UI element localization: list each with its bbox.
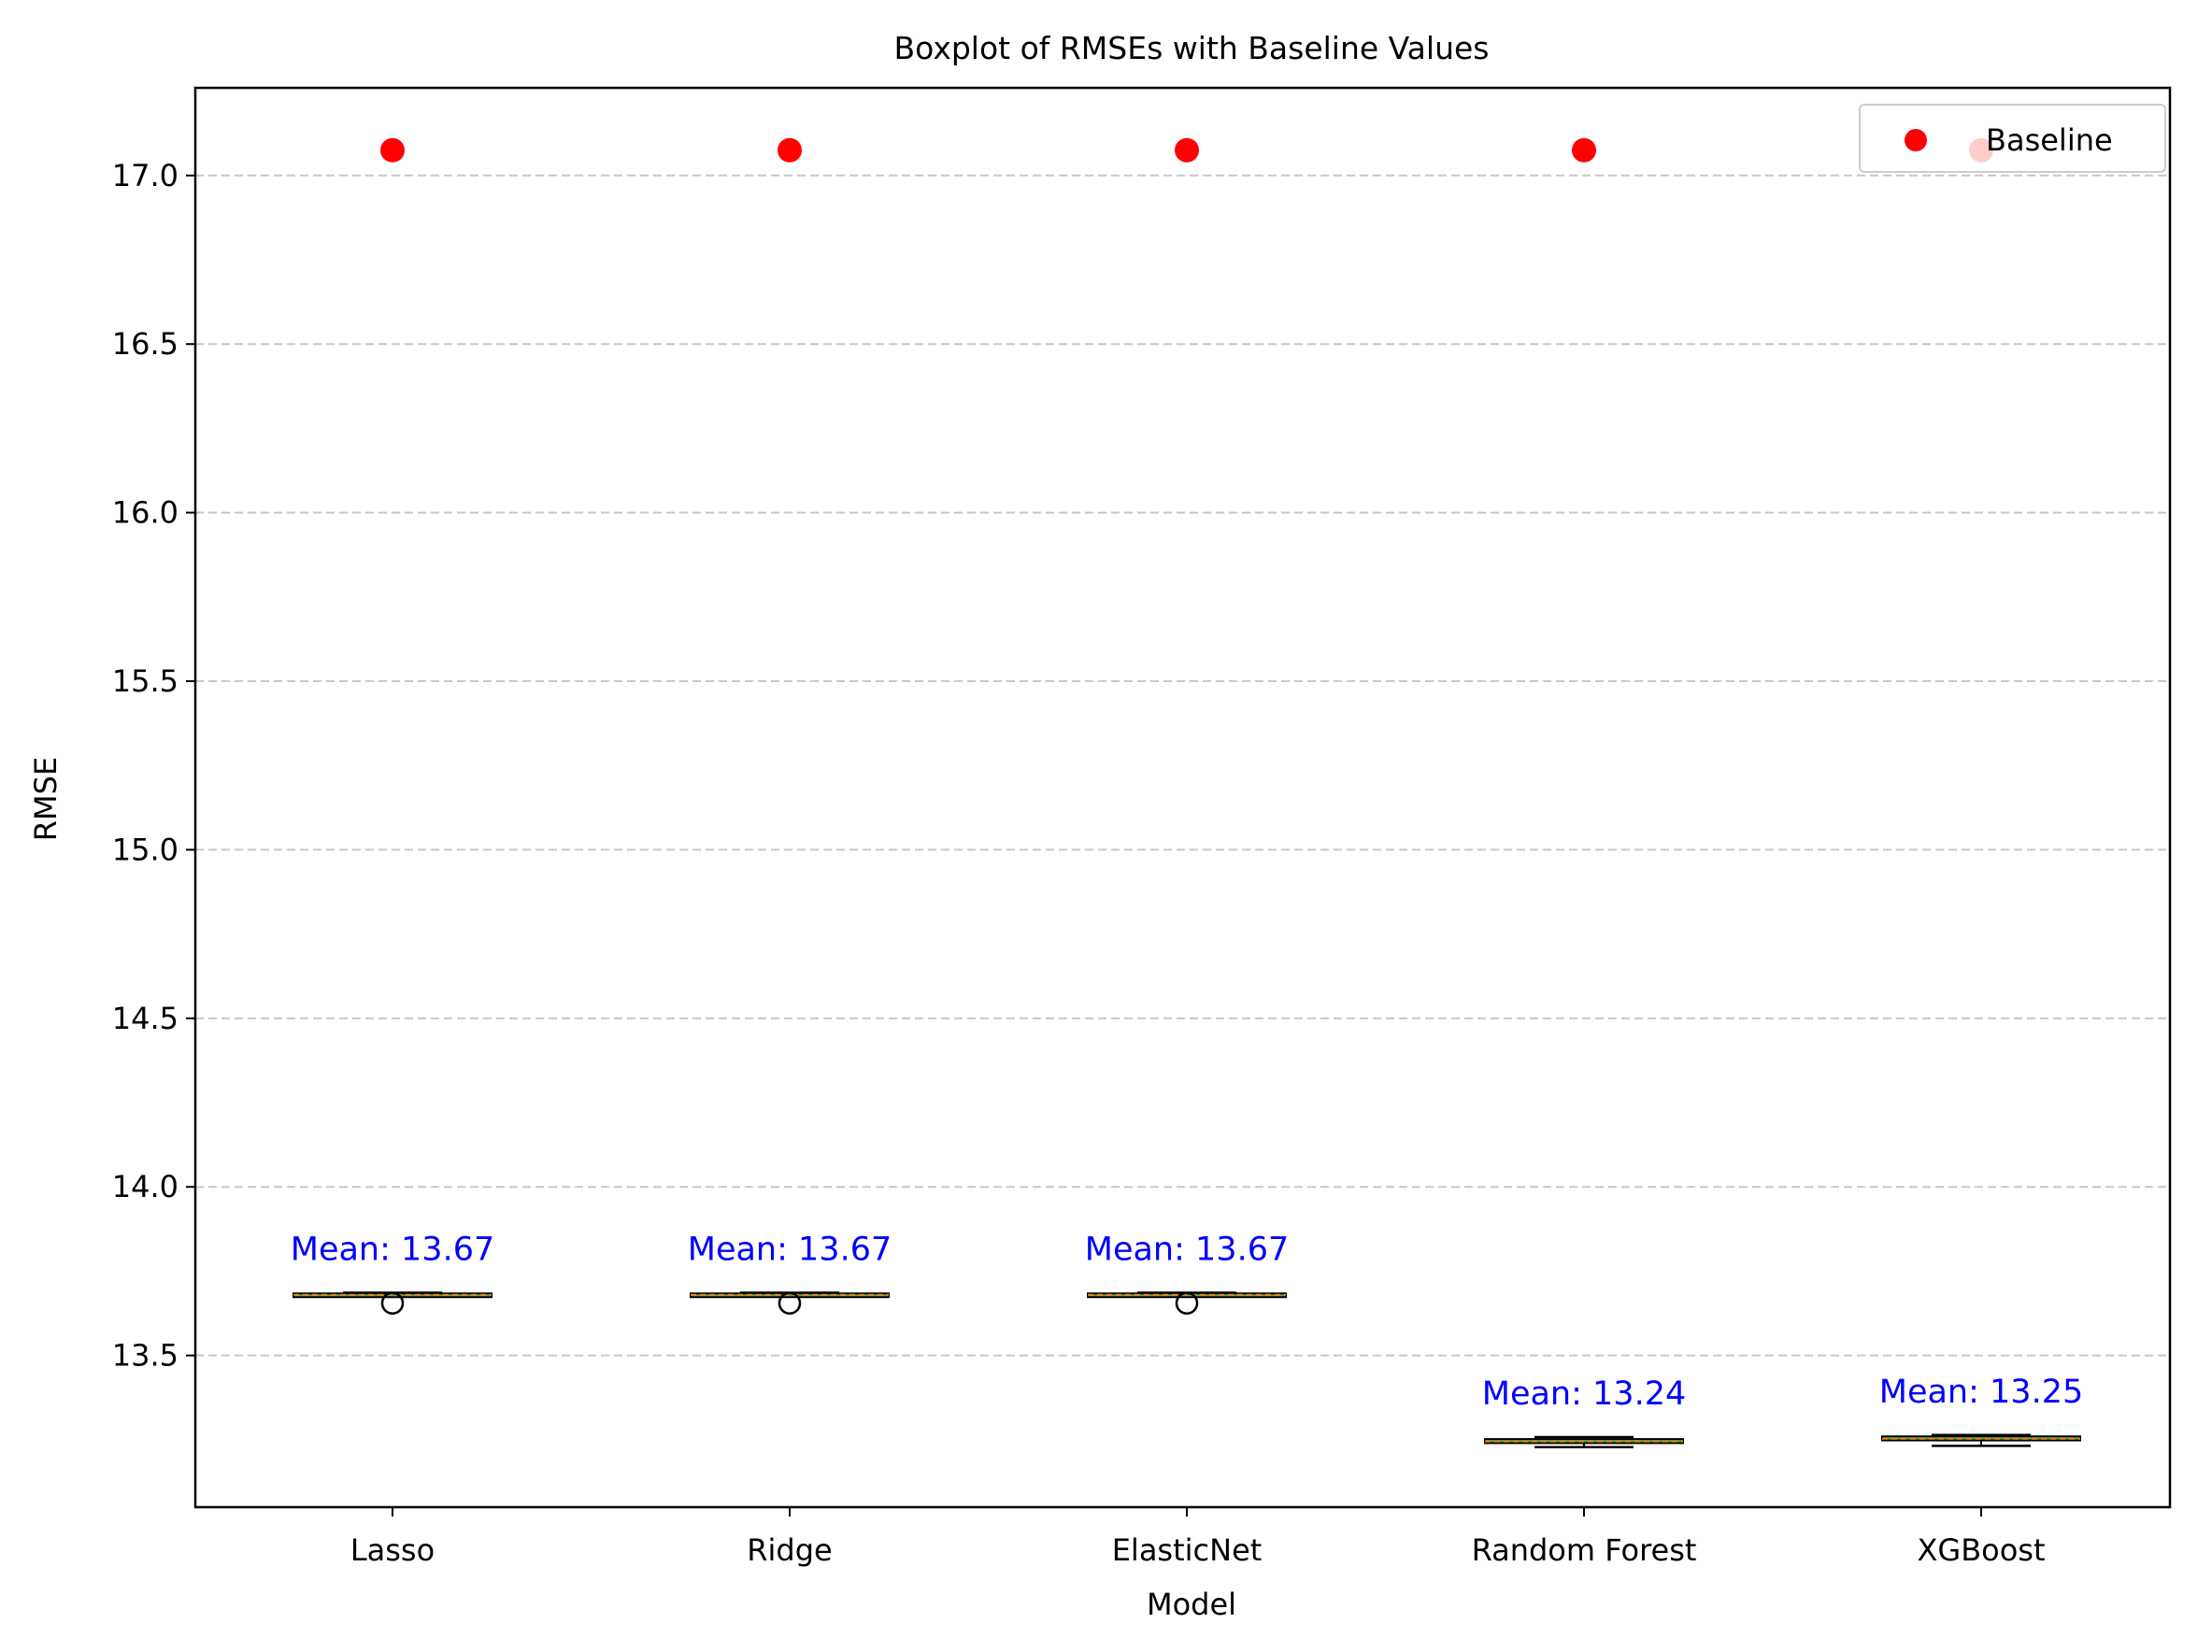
outlier-point — [778, 1291, 802, 1315]
x-tick-label: XGBoost — [1917, 1532, 2045, 1568]
y-tick-label: 16.5 — [112, 326, 178, 362]
x-tick-label: ElasticNet — [1112, 1532, 1263, 1568]
y-tick-label: 15.0 — [112, 832, 178, 867]
y-axis-ticks: 13.5 14.0 14.5 15.0 15.5 16.0 16.5 17.0 — [112, 158, 195, 1374]
mean-label: Mean: 13.25 — [1879, 1374, 2083, 1411]
baseline-point — [778, 137, 802, 163]
legend-box — [1859, 104, 2166, 173]
y-tick-label: 14.0 — [112, 1169, 178, 1204]
baseline-point — [1175, 137, 1199, 163]
y-axis-label: RMSE — [28, 757, 64, 841]
mean-labels: Mean: 13.67 Mean: 13.67 Mean: 13.67 Mean: 1… — [291, 1232, 2083, 1413]
x-tick-label: Random Forest — [1472, 1532, 1697, 1568]
grid-lines — [195, 174, 2170, 1357]
x-axis-ticks: Lasso Ridge ElasticNet Random Forest XGBoost — [350, 1507, 2046, 1568]
baseline-point — [380, 137, 405, 163]
chart-title: Boxplot of RMSEs with Baseline Values — [894, 30, 1490, 66]
mean-label: Mean: 13.67 — [291, 1232, 494, 1269]
mean-label: Mean: 13.67 — [1085, 1232, 1289, 1269]
y-tick-label: 16.0 — [112, 495, 178, 531]
x-tick-label: Lasso — [350, 1532, 435, 1568]
mean-label: Mean: 13.67 — [688, 1232, 892, 1269]
y-tick-label: 14.5 — [112, 1001, 178, 1036]
outlier-point — [1175, 1291, 1199, 1315]
x-tick-label: Ridge — [747, 1532, 832, 1568]
mean-label: Mean: 13.24 — [1482, 1375, 1686, 1413]
legend: Baseline — [1859, 104, 2166, 173]
legend-baseline-label: Baseline — [1986, 122, 2113, 158]
y-tick-label: 15.5 — [112, 663, 178, 699]
legend-baseline-marker — [1905, 129, 1927, 151]
box-plots — [293, 1291, 2081, 1449]
y-tick-label: 17.0 — [112, 158, 178, 193]
baseline-point — [1572, 137, 1596, 163]
plot-area-frame — [193, 86, 2172, 1509]
x-axis-label: Model — [1147, 1587, 1236, 1622]
outlier-point — [380, 1291, 405, 1315]
y-tick-label: 13.5 — [112, 1338, 178, 1374]
